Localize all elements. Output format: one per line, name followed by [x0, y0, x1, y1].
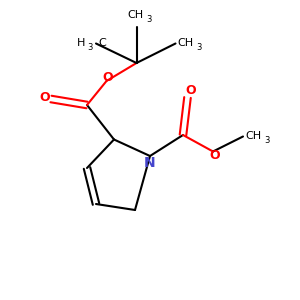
Text: CH: CH: [245, 131, 262, 141]
Text: 3: 3: [196, 43, 202, 52]
Text: 3: 3: [87, 43, 92, 52]
Text: O: O: [209, 148, 220, 162]
Text: C: C: [98, 38, 106, 48]
Text: 3: 3: [146, 15, 151, 24]
Text: O: O: [186, 84, 196, 98]
Text: 3: 3: [264, 136, 269, 145]
Text: CH: CH: [177, 38, 193, 48]
Text: CH: CH: [127, 10, 143, 20]
Text: N: N: [144, 156, 156, 170]
Text: H: H: [77, 38, 86, 48]
Text: O: O: [39, 91, 50, 104]
Text: O: O: [103, 71, 113, 84]
